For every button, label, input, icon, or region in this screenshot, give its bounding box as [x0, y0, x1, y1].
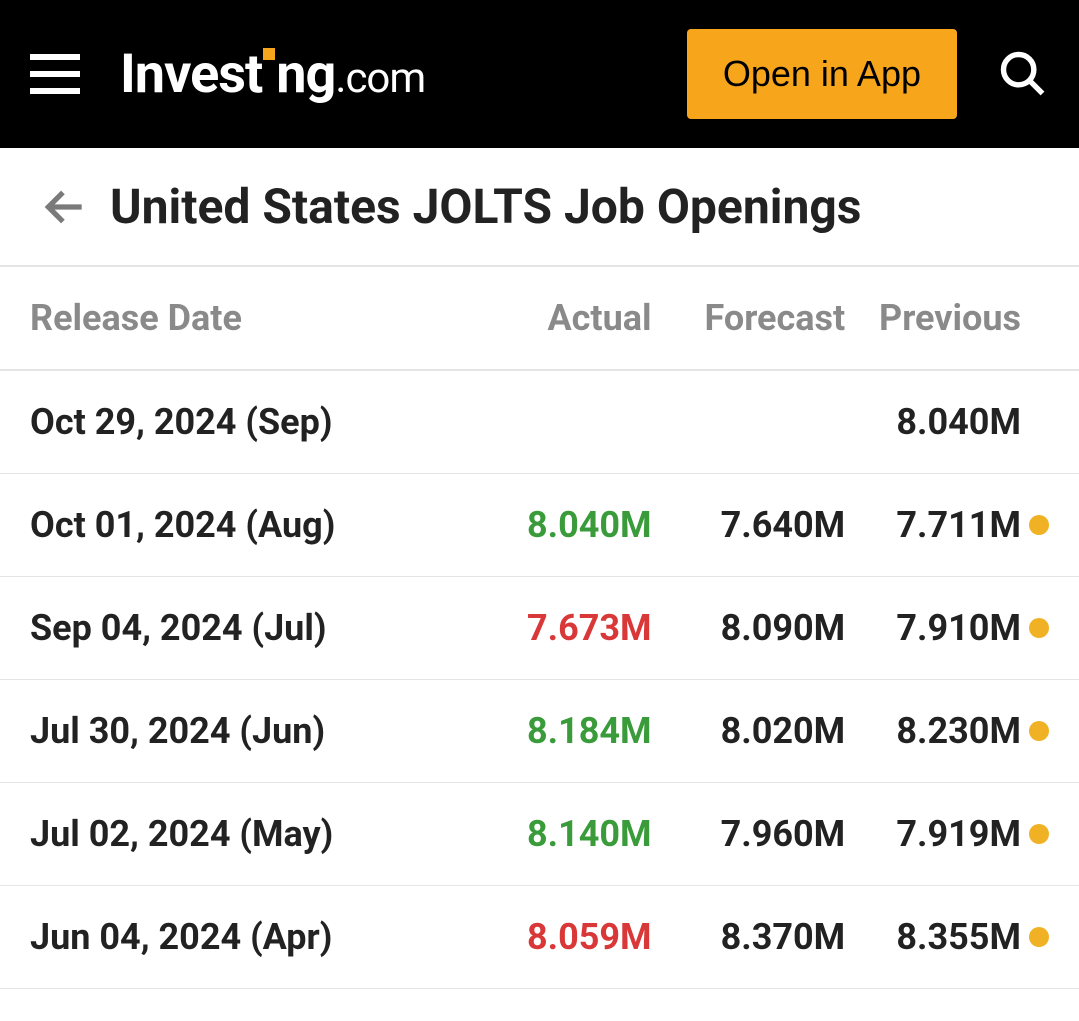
cell-release-date: Jul 30, 2024 (Jun) — [30, 710, 478, 752]
logo-text-part2: ng — [276, 43, 335, 106]
revision-indicator-icon — [1029, 721, 1049, 741]
cell-forecast: 7.960M — [652, 813, 846, 855]
cell-actual: 8.184M — [478, 710, 651, 752]
cell-previous: 7.910M — [845, 607, 1049, 649]
table-row[interactable]: Jul 30, 2024 (Jun)8.184M8.020M 8.230M — [0, 680, 1079, 783]
cell-actual: 8.040M — [478, 504, 651, 546]
cell-previous: 7.919M — [845, 813, 1049, 855]
table-row[interactable]: Jul 02, 2024 (May)8.140M7.960M 7.919M — [0, 783, 1079, 886]
revision-indicator-icon — [1029, 927, 1049, 947]
cell-actual: 7.673M — [478, 607, 651, 649]
cell-forecast: 8.020M — [652, 710, 846, 752]
app-header: Investng.com Open in App — [0, 0, 1079, 148]
table-body: Oct 29, 2024 (Sep)8.040MOct 01, 2024 (Au… — [0, 371, 1079, 989]
table-row[interactable]: Oct 29, 2024 (Sep) 8.040M — [0, 371, 1079, 474]
cell-previous: 8.230M — [845, 710, 1049, 752]
revision-indicator-icon — [1029, 618, 1049, 638]
cell-previous-value: 8.355M — [896, 916, 1021, 958]
cell-previous-value: 8.040M — [896, 401, 1021, 443]
column-header-actual: Actual — [478, 297, 651, 339]
logo-suffix: .com — [335, 54, 425, 103]
investing-logo[interactable]: Investng.com — [120, 43, 647, 106]
cell-release-date: Jul 02, 2024 (May) — [30, 813, 478, 855]
cell-previous: 8.355M — [845, 916, 1049, 958]
cell-previous: 8.040M — [845, 401, 1049, 443]
open-in-app-button[interactable]: Open in App — [687, 29, 957, 119]
cell-actual: 8.140M — [478, 813, 651, 855]
page-title: United States JOLTS Job Openings — [110, 178, 861, 235]
cell-forecast: 8.370M — [652, 916, 846, 958]
cell-previous: 7.711M — [845, 504, 1049, 546]
logo-text-part1: Invest — [120, 43, 262, 106]
cell-forecast: 8.090M — [652, 607, 846, 649]
column-header-release-date: Release Date — [30, 297, 478, 339]
cell-release-date: Jun 04, 2024 (Apr) — [30, 916, 478, 958]
data-table: Release Date Actual Forecast Previous Oc… — [0, 267, 1079, 989]
logo-i-dot-icon — [263, 48, 275, 60]
page-title-bar: United States JOLTS Job Openings — [0, 148, 1079, 267]
cell-previous-value: 7.919M — [896, 813, 1021, 855]
cell-previous-value: 8.230M — [896, 710, 1021, 752]
cell-release-date: Oct 01, 2024 (Aug) — [30, 504, 478, 546]
column-header-previous: Previous — [845, 297, 1049, 339]
cell-previous-value: 7.910M — [896, 607, 1021, 649]
cell-previous-value: 7.711M — [896, 504, 1021, 546]
cell-actual: 8.059M — [478, 916, 651, 958]
table-row[interactable]: Jun 04, 2024 (Apr)8.059M8.370M 8.355M — [0, 886, 1079, 989]
table-header-row: Release Date Actual Forecast Previous — [0, 267, 1079, 371]
cell-forecast: 7.640M — [652, 504, 846, 546]
hamburger-menu-icon[interactable] — [30, 54, 80, 94]
column-header-previous-label: Previous — [879, 297, 1021, 339]
table-row[interactable]: Sep 04, 2024 (Jul)7.673M8.090M 7.910M — [0, 577, 1079, 680]
column-header-forecast: Forecast — [652, 297, 846, 339]
revision-indicator-icon — [1029, 824, 1049, 844]
cell-release-date: Sep 04, 2024 (Jul) — [30, 607, 478, 649]
revision-indicator-icon — [1029, 515, 1049, 535]
table-row[interactable]: Oct 01, 2024 (Aug)8.040M7.640M 7.711M — [0, 474, 1079, 577]
cell-release-date: Oct 29, 2024 (Sep) — [30, 401, 478, 443]
back-arrow-icon[interactable] — [40, 182, 90, 232]
search-icon[interactable] — [997, 48, 1049, 100]
